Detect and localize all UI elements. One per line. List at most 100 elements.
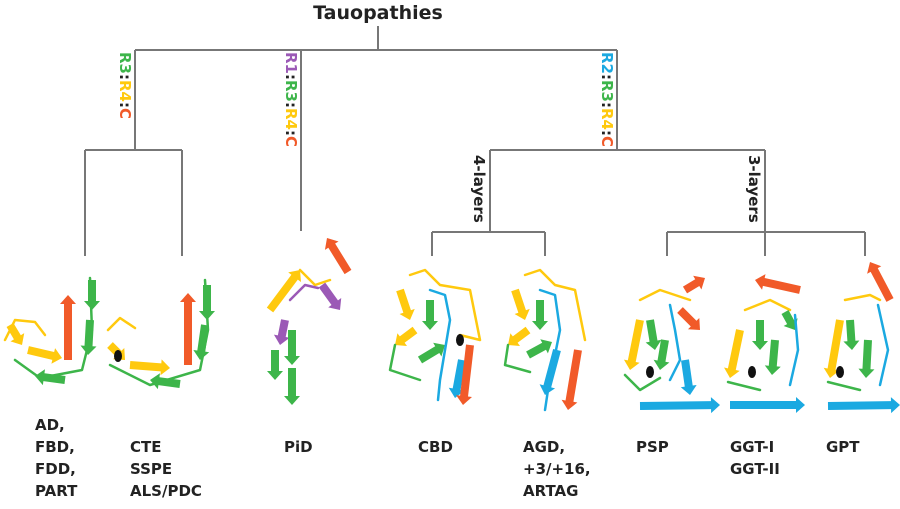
beta-strand-arrow	[267, 350, 283, 380]
label-sep: :	[116, 102, 134, 108]
beta-strand-arrow	[639, 397, 720, 414]
beta-strand-arrow	[827, 397, 900, 414]
beta-strand-arrow	[623, 319, 644, 370]
label-r4: R4	[116, 80, 134, 102]
beta-strand-arrow	[396, 288, 415, 320]
beta-strand-arrow	[653, 339, 670, 370]
branch-label-r1-r3-r4-c: R1:R3:R4:C	[282, 52, 300, 147]
beta-strand-arrow	[682, 275, 705, 294]
label-c: C	[282, 136, 300, 148]
beta-strand-arrow	[84, 280, 100, 310]
label-sep: :	[282, 102, 300, 108]
beta-strand-arrow	[193, 324, 210, 360]
density-blob	[748, 366, 756, 378]
beta-strand-arrow	[318, 282, 342, 310]
branch-right	[431, 50, 866, 256]
disease-label-cte: CTE SSPE ALS/PDC	[130, 438, 202, 500]
fold-loop	[408, 268, 482, 342]
fold-loop	[826, 380, 862, 392]
branch-label-r2-r3-r4-c: R2:R3:R4:C	[598, 52, 616, 147]
label-r4: R4	[598, 108, 616, 130]
beta-strand-arrow	[867, 262, 894, 302]
label-sep: :	[282, 74, 300, 80]
beta-strand-arrow	[80, 319, 97, 355]
fold-loop	[298, 268, 332, 287]
label-sep: :	[598, 130, 616, 136]
label-r4: R4	[282, 108, 300, 130]
disease-label-cbd: CBD	[418, 438, 453, 456]
density-blob	[836, 366, 844, 378]
fold-loop	[726, 380, 762, 392]
label-sep: :	[598, 74, 616, 80]
label-c: C	[598, 136, 616, 148]
beta-strand-arrow	[456, 344, 474, 405]
beta-strand-arrow	[35, 369, 66, 386]
fold-loop	[428, 288, 452, 402]
fold-loop	[788, 313, 800, 387]
beta-strand-arrow	[526, 339, 552, 359]
fold-loop	[288, 283, 320, 302]
fold-loop	[623, 373, 662, 392]
beta-strand-arrow	[781, 310, 798, 330]
beta-strand-arrow	[511, 288, 530, 320]
beta-strand-arrow	[180, 293, 196, 365]
disease-label-gpt: GPT	[826, 438, 860, 456]
fold-loop	[538, 288, 562, 412]
fold-loop	[668, 303, 682, 382]
beta-strand-arrow	[764, 339, 781, 375]
beta-strand-arrow	[532, 300, 548, 330]
fold-loop	[13, 276, 94, 380]
label-r2: R2	[598, 52, 616, 74]
branch-label-r3-r4-c: R3:R4:C	[116, 52, 134, 119]
beta-strand-arrow	[129, 359, 170, 376]
beta-strand-arrow	[273, 319, 290, 345]
beta-strand-arrow	[395, 326, 418, 346]
root-stem	[135, 26, 617, 51]
beta-strand-arrow	[823, 319, 844, 378]
beta-strand-arrow	[417, 342, 445, 364]
beta-strand-arrow	[60, 295, 76, 360]
fold-loop	[876, 303, 890, 387]
density-blob	[646, 366, 654, 378]
beta-strand-arrow	[858, 339, 875, 378]
fold-loop	[523, 268, 587, 342]
beta-strand-arrow	[324, 238, 352, 275]
beta-strand-arrow	[150, 373, 181, 390]
disease-label-ggt: GGT-I GGT-II	[730, 438, 780, 478]
label-r3: R3	[598, 80, 616, 102]
branch-left	[84, 50, 183, 256]
beta-strand-arrow	[284, 330, 300, 365]
label-r3: R3	[282, 80, 300, 102]
fold-loop	[3, 318, 47, 342]
label-c: C	[116, 108, 134, 120]
beta-strand-arrow	[448, 359, 466, 398]
beta-strand-arrow	[724, 329, 744, 378]
fold-loop	[843, 293, 882, 302]
label-r1: R1	[282, 52, 300, 74]
beta-strand-arrow	[752, 320, 768, 350]
density-blob	[456, 334, 464, 346]
label-r3: R3	[116, 52, 134, 74]
beta-strand-arrow	[422, 300, 438, 330]
beta-strand-arrow	[199, 285, 215, 320]
disease-label-psp: PSP	[636, 438, 669, 456]
disease-label-pid: PiD	[284, 438, 313, 456]
beta-strand-arrow	[508, 326, 531, 346]
label-sep: :	[598, 102, 616, 108]
fold-loop	[743, 298, 792, 312]
beta-strand-arrow	[755, 274, 801, 294]
label-sep: :	[282, 130, 300, 136]
beta-strand-arrow	[730, 397, 805, 413]
diagram-title: Tauopathies	[313, 2, 443, 24]
density-blob	[114, 350, 122, 362]
beta-strand-arrow	[284, 368, 300, 405]
fold-loop	[388, 343, 422, 382]
beta-strand-arrow	[645, 319, 662, 350]
beta-strand-arrow	[843, 319, 860, 350]
label-sep: :	[116, 74, 134, 80]
four-layers-label: 4-layers	[470, 155, 488, 223]
beta-strand-arrow	[680, 359, 697, 395]
fold-loop	[106, 316, 137, 332]
